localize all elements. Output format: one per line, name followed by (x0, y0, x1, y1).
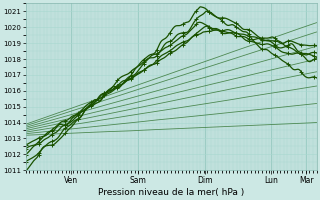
X-axis label: Pression niveau de la mer( hPa ): Pression niveau de la mer( hPa ) (98, 188, 244, 197)
